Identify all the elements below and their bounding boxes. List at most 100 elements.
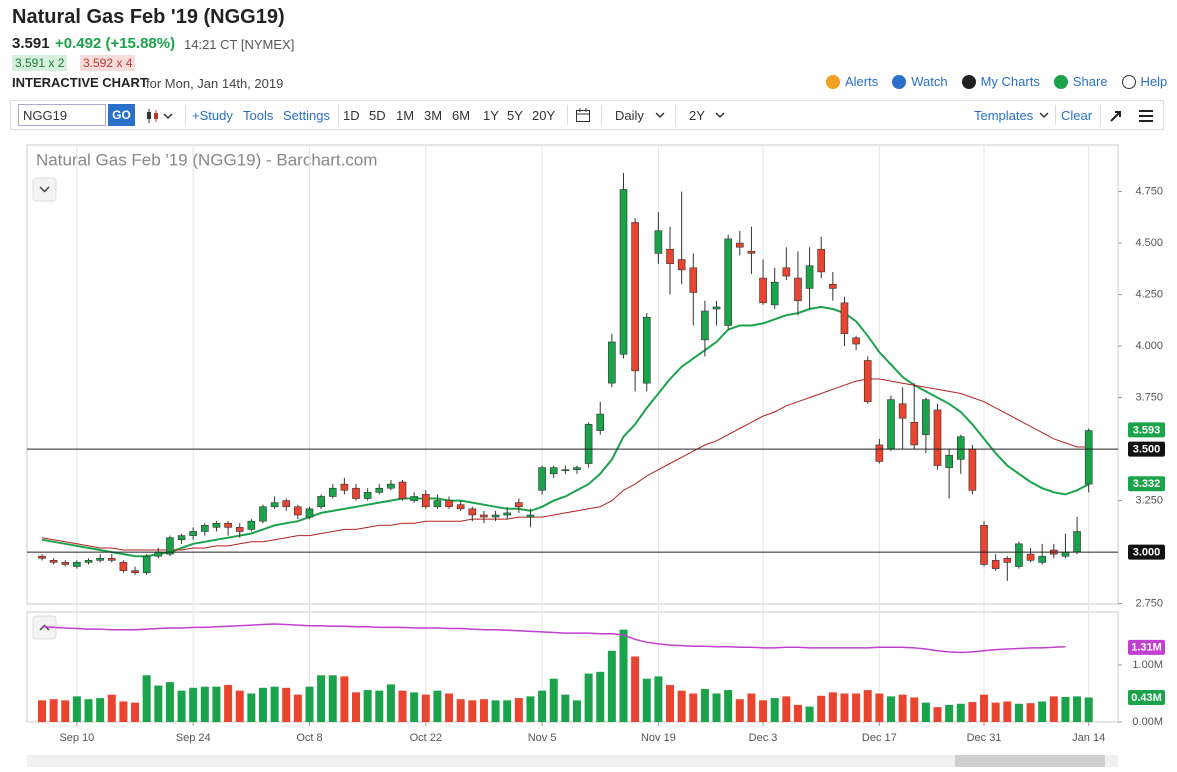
chevron-icon [39,624,50,631]
candle-body [270,502,279,508]
volume-bar [898,694,907,722]
candle-body [73,562,81,567]
volume-bar [759,700,768,722]
header-link[interactable]: Alerts [826,74,878,89]
separator [567,105,568,125]
volume-bar [410,692,419,722]
candle-body [503,512,512,516]
scrollbar[interactable] [27,755,1118,767]
volume-bar [700,688,709,722]
chart-date: for Mon, Jan 14th, 2019 [146,76,284,91]
candle-body [468,508,477,516]
y-tick-label: 3.250 [1135,494,1163,506]
clear-button[interactable]: Clear [1061,108,1093,123]
symbol-input[interactable]: NGG19 [18,104,106,126]
x-tick-label: Sep 10 [59,732,94,744]
volume-bar [445,693,454,722]
collapse-button[interactable] [32,177,57,202]
go-button[interactable]: GO [108,104,135,126]
price-badge [1128,689,1165,705]
volume-bar [910,697,919,722]
candle-body [735,242,744,248]
candle-body [247,520,256,530]
candle-body [61,562,70,565]
candle-body [573,467,581,470]
candle-body [933,409,942,466]
range-button[interactable]: 6M [452,108,471,123]
candle-body [49,560,58,563]
header-link[interactable]: Watch [892,74,948,89]
price-badge [1128,476,1165,492]
candle-body [956,436,965,460]
calendar-icon[interactable] [575,107,591,123]
header-link[interactable]: Share [1053,74,1108,89]
study-button[interactable]: +Study [192,108,233,123]
candle-body [1061,551,1070,557]
candle-body [677,259,686,271]
candle-body [177,535,186,541]
tools-button[interactable]: Tools [243,108,274,123]
dropdown-icon [1039,112,1049,119]
header-link[interactable]: Help [1121,74,1167,89]
candle-body [515,502,523,508]
candle-body [980,525,988,565]
candle-body [410,496,418,501]
settings-button[interactable]: Settings [283,108,330,123]
volume-bar [165,682,174,722]
volume-bar [247,693,256,722]
title: Natural Gas Feb '19 (NGG19) [12,6,285,28]
range-button[interactable]: 20Y [532,108,556,123]
x-tick-label: Nov 19 [641,732,676,744]
interval-select[interactable]: Daily [615,108,644,123]
price-badge [1128,441,1165,457]
x-tick-label: Dec 3 [749,732,778,744]
volume-bar [84,699,93,722]
x-tick-label: Dec 31 [967,732,1002,744]
candle-body [38,555,46,559]
volume-bar [526,696,535,722]
candle-body [805,265,814,289]
link-text: Alerts [845,74,879,89]
candle-body [852,337,860,345]
range-button[interactable]: 1D [343,108,360,123]
range-button[interactable]: 1Y [483,108,499,123]
volume-bar [607,650,616,722]
volume-bar [538,690,547,722]
candle-body [759,277,767,304]
volume-bar [945,704,954,722]
volume-bar [631,656,640,722]
candle-body [201,525,209,532]
dropdown-icon [655,112,665,119]
ask: 3.592 x 4 [80,55,136,71]
range-button[interactable]: 5Y [507,108,523,123]
volume-bar [840,693,849,722]
templates-button[interactable]: Templates [974,108,1034,123]
chart-label: INTERACTIVE CHART [12,75,148,90]
candle-body [1073,531,1081,553]
price-badge-label: 3.593 [1133,424,1161,436]
volume-bar [596,671,605,722]
range-button[interactable]: 3M [424,108,443,123]
volume-bar [1084,697,1093,722]
volume-bar [177,690,186,722]
x-tick-label: Oct 22 [410,732,442,744]
chart-type-icon[interactable] [145,108,177,124]
period-select[interactable]: 2Y [689,108,705,123]
range-button[interactable]: 5D [369,108,386,123]
expand-icon[interactable] [1108,108,1124,124]
volume-bar [805,706,814,722]
scroll-thumb[interactable] [955,755,1105,767]
candle-body [701,310,709,341]
candle-body [608,341,616,384]
menu-icon[interactable] [1137,108,1155,124]
price-pane [26,144,1119,605]
bid: 3.591 x 2 [12,55,68,71]
candle-body [712,306,721,310]
volume-bar [642,678,651,722]
separator [1100,105,1101,125]
volume-bar [258,687,267,722]
volume-bar [724,690,733,722]
candle-body [619,189,628,355]
range-button[interactable]: 1M [396,108,415,123]
header-link[interactable]: My Charts [961,74,1040,89]
